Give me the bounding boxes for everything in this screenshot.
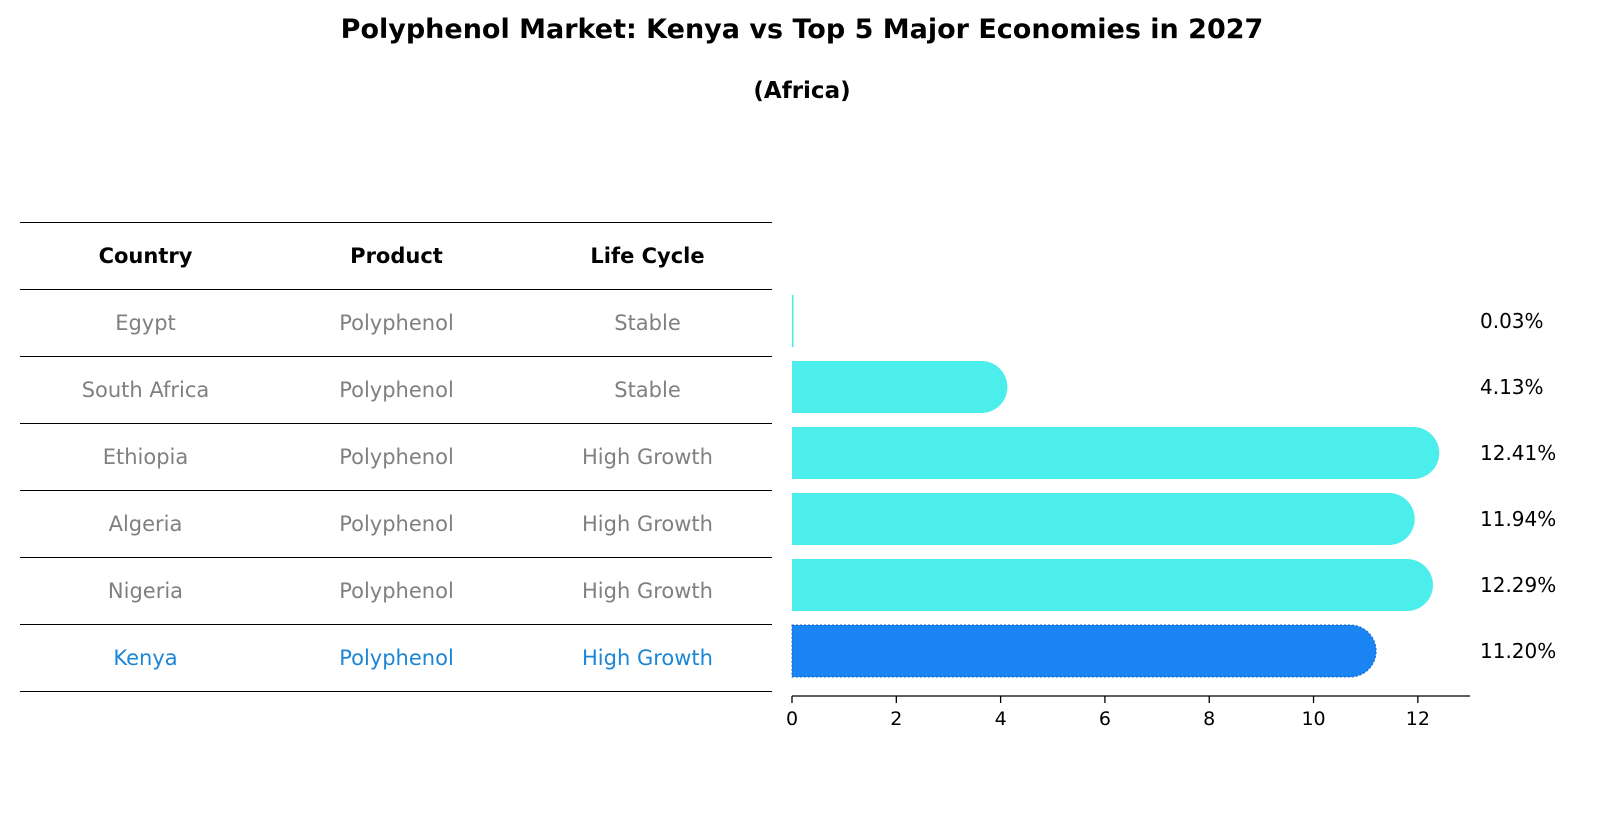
x-tick-label: 4 (995, 708, 1007, 730)
cell-product: Polyphenol (339, 378, 454, 402)
table-header-row: Country Product Life Cycle (20, 222, 772, 290)
cell-product: Polyphenol (339, 579, 454, 603)
bar-nigeria (792, 559, 1433, 611)
table-row: Ethiopia Polyphenol High Growth (20, 424, 772, 491)
table-row: South Africa Polyphenol Stable (20, 357, 772, 424)
cell-product: Polyphenol (339, 311, 454, 335)
table-row-highlight: Kenya Polyphenol High Growth (20, 625, 772, 692)
data-label-algeria: 11.94% (1480, 507, 1556, 531)
cell-country: South Africa (81, 378, 210, 402)
cell-product: Polyphenol (339, 646, 454, 670)
table-row: Algeria Polyphenol High Growth (20, 491, 772, 558)
x-tick-label: 10 (1301, 708, 1325, 730)
bar-south-africa (792, 361, 1008, 413)
cell-life-cycle: High Growth (582, 512, 713, 536)
header-life-cycle: Life Cycle (590, 244, 705, 268)
x-tick-label: 8 (1203, 708, 1215, 730)
bar-algeria (792, 493, 1415, 545)
data-label-egypt: 0.03% (1480, 309, 1544, 333)
header-product: Product (350, 244, 443, 268)
bar-ethiopia (792, 427, 1440, 479)
cell-life-cycle: Stable (614, 311, 681, 335)
x-tick-label: 0 (786, 708, 798, 730)
table-row: Nigeria Polyphenol High Growth (20, 558, 772, 625)
cell-life-cycle: High Growth (582, 579, 713, 603)
bar-kenya (791, 624, 1377, 678)
x-tick-label: 12 (1406, 708, 1430, 730)
data-label-ethiopia: 12.41% (1480, 441, 1556, 465)
cell-country: Nigeria (107, 579, 184, 603)
cell-life-cycle: High Growth (582, 646, 713, 670)
x-tick-label: 2 (890, 708, 902, 730)
data-label-kenya: 11.20% (1480, 639, 1556, 663)
chart-subtitle: (Africa) (753, 78, 851, 104)
cell-life-cycle: High Growth (582, 445, 713, 469)
data-label-south-africa: 4.13% (1480, 375, 1544, 399)
chart-title: Polyphenol Market: Kenya vs Top 5 Major … (340, 14, 1264, 45)
cell-country: Egypt (115, 311, 176, 335)
data-table: Country Product Life Cycle Egypt Polyphe… (20, 222, 772, 692)
bar-egypt (792, 295, 794, 347)
table-row: Egypt Polyphenol Stable (20, 290, 772, 357)
cell-product: Polyphenol (339, 445, 454, 469)
cell-product: Polyphenol (339, 512, 454, 536)
header-country: Country (98, 244, 193, 268)
cell-country: Ethiopia (102, 445, 189, 469)
cell-life-cycle: Stable (614, 378, 681, 402)
cell-country: Kenya (113, 646, 178, 670)
x-tick-label: 6 (1099, 708, 1111, 730)
data-label-nigeria: 12.29% (1480, 573, 1556, 597)
cell-country: Algeria (108, 512, 183, 536)
